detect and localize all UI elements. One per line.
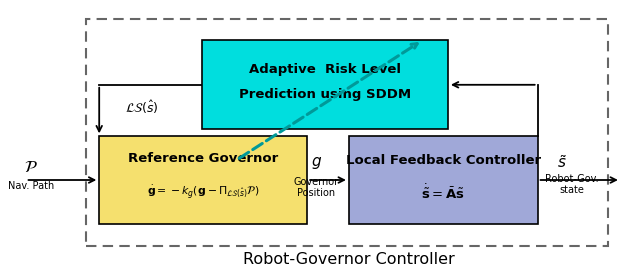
Bar (99, 136, 307, 224)
Text: Position: Position (297, 188, 335, 198)
Text: $\mathcal{LS}(\hat{s})$: $\mathcal{LS}(\hat{s})$ (125, 98, 159, 116)
Text: state: state (559, 185, 584, 195)
Text: $\mathcal{P}$: $\mathcal{P}$ (24, 158, 38, 176)
Text: $\tilde{s}$: $\tilde{s}$ (557, 154, 567, 171)
Text: Nav. Path: Nav. Path (8, 181, 54, 191)
Bar (202, 40, 448, 129)
Text: Prediction using SDDM: Prediction using SDDM (239, 88, 411, 101)
Text: Adaptive  Risk Level: Adaptive Risk Level (249, 63, 401, 76)
Text: Governor: Governor (294, 177, 339, 187)
Bar (86, 19, 608, 246)
Text: $\dot{\tilde{\mathbf{s}}} = \bar{\mathbf{A}}\tilde{\mathbf{s}}$: $\dot{\tilde{\mathbf{s}}} = \bar{\mathbf… (421, 184, 465, 202)
Text: Local Feedback Controller: Local Feedback Controller (346, 154, 541, 167)
Text: Robot-Governor Controller: Robot-Governor Controller (243, 252, 454, 267)
Text: $g$: $g$ (310, 155, 322, 171)
Text: $\dot{\mathbf{g}} = -k_g\left(\mathbf{g} - \Pi_{\mathcal{LS}(\hat{s})}\mathcal{P: $\dot{\mathbf{g}} = -k_g\left(\mathbf{g}… (147, 183, 259, 201)
Text: Reference Governor: Reference Governor (128, 152, 278, 165)
Text: Robot-Gov.: Robot-Gov. (545, 174, 598, 184)
Bar (349, 136, 538, 224)
